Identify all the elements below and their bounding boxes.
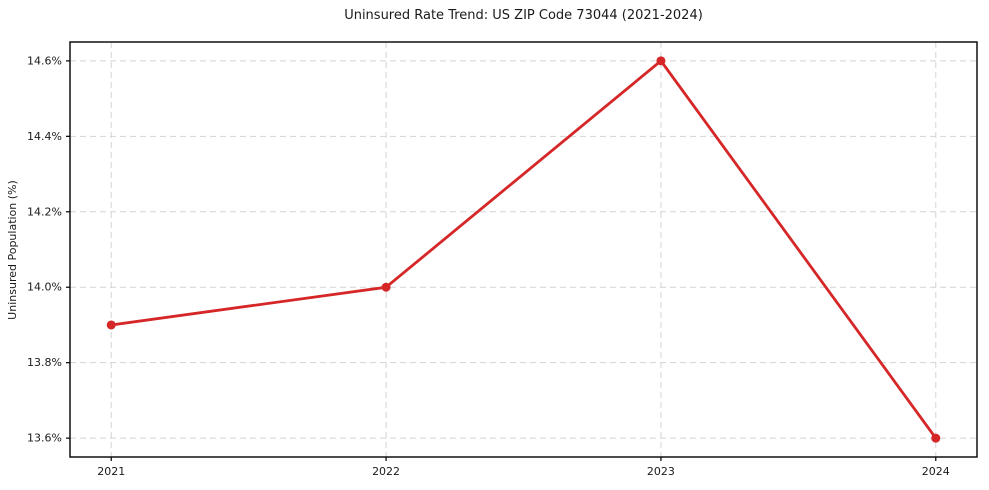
plot-border bbox=[69, 41, 978, 458]
y-tick-label: 13.8% bbox=[27, 356, 62, 369]
chart-title: Uninsured Rate Trend: US ZIP Code 73044 … bbox=[344, 8, 703, 23]
y-tick-label: 14.2% bbox=[27, 205, 62, 218]
data-point-2021 bbox=[106, 320, 116, 330]
y-tick-label: 14.0% bbox=[27, 281, 62, 294]
data-point-2022 bbox=[381, 282, 391, 292]
x-tick-label: 2023 bbox=[647, 465, 675, 478]
x-tick-label: 2022 bbox=[372, 465, 400, 478]
y-tick-label: 13.6% bbox=[27, 432, 62, 445]
y-tick-label: 14.6% bbox=[27, 54, 62, 67]
x-tick-label: 2024 bbox=[922, 465, 950, 478]
data-point-2023 bbox=[656, 56, 666, 66]
y-tick-label: 14.4% bbox=[27, 130, 62, 143]
trend-line bbox=[109, 59, 938, 440]
x-tick-label: 2021 bbox=[97, 465, 125, 478]
data-point-2024 bbox=[931, 433, 941, 443]
